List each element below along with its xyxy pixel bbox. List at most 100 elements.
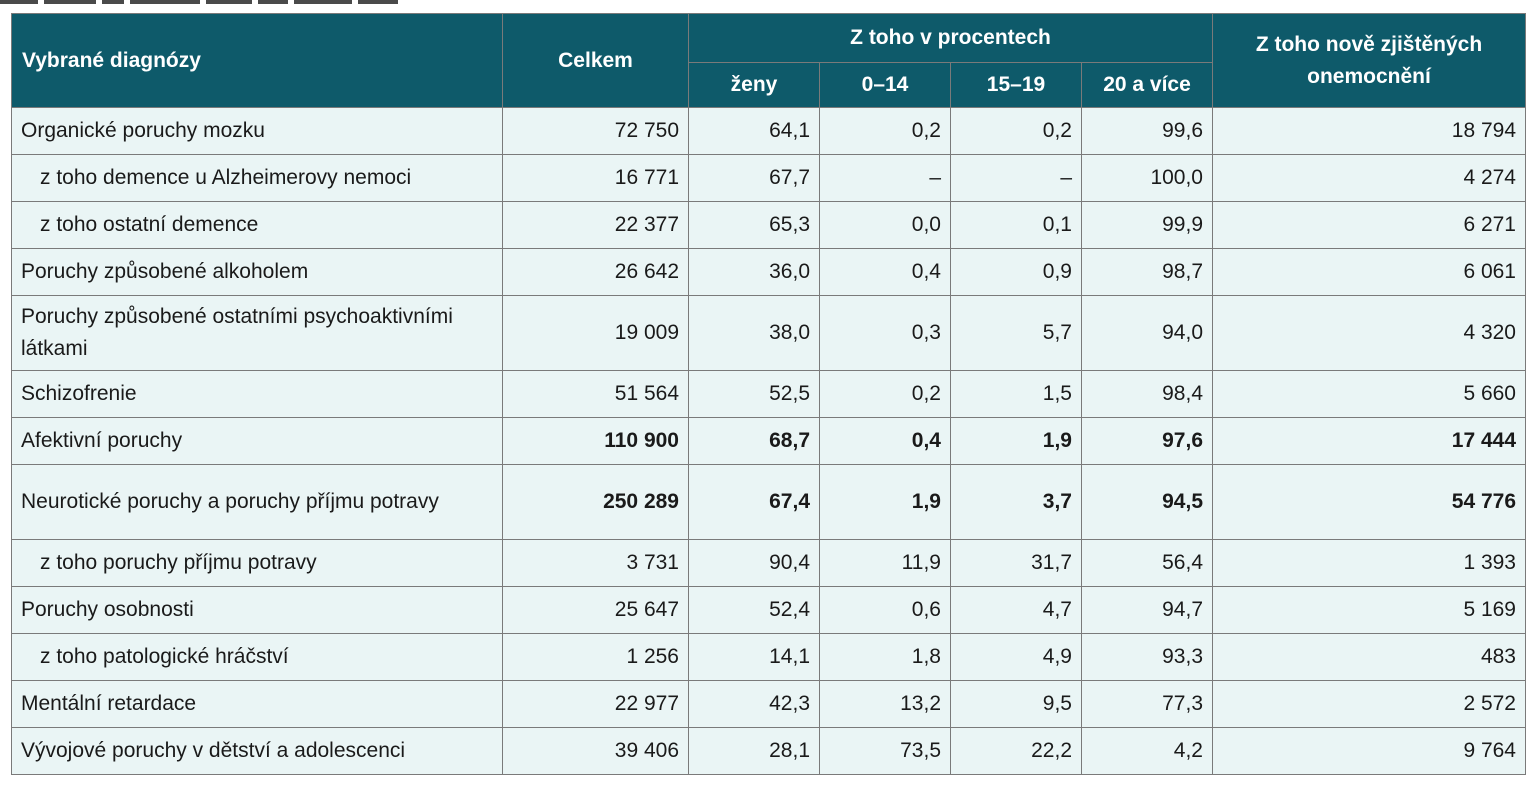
cell-age-20-plus: 94,0 <box>1081 295 1213 371</box>
cell-women: 14,1 <box>688 633 820 681</box>
cell-age-15-19: 4,9 <box>950 633 1082 681</box>
cell-new-cases: 1 393 <box>1212 539 1526 587</box>
cell-new-cases: 54 776 <box>1212 464 1526 540</box>
row-label: z toho poruchy příjmu potravy <box>11 539 503 587</box>
row-label: Mentální retardace <box>11 680 503 728</box>
cell-age-0-14: 0,4 <box>819 417 951 465</box>
row-label: Organické poruchy mozku <box>11 107 503 155</box>
cell-women: 52,4 <box>688 586 820 634</box>
cell-age-20-plus: 99,9 <box>1081 201 1213 249</box>
cell-age-20-plus: 77,3 <box>1081 680 1213 728</box>
header-women: ženy <box>688 62 820 108</box>
cell-women: 42,3 <box>688 680 820 728</box>
row-label: z toho patologické hráčství <box>11 633 503 681</box>
header-new-cases: Z toho nově zjištěných onemocnění <box>1212 13 1526 108</box>
cell-women: 67,4 <box>688 464 820 540</box>
header-age-15-19: 15–19 <box>950 62 1082 108</box>
table-row: Organické poruchy mozku 72 750 64,1 0,2 … <box>11 107 1526 155</box>
row-label: Schizofrenie <box>11 370 503 418</box>
cell-total: 250 289 <box>502 464 689 540</box>
table-row: Afektivní poruchy 110 900 68,7 0,4 1,9 9… <box>11 417 1526 465</box>
cell-total: 22 977 <box>502 680 689 728</box>
cell-age-0-14: 0,2 <box>819 107 951 155</box>
cell-age-15-19: 0,2 <box>950 107 1082 155</box>
cell-age-0-14: 0,4 <box>819 248 951 296</box>
cell-age-20-plus: 98,4 <box>1081 370 1213 418</box>
table-row: Poruchy osobnosti 25 647 52,4 0,6 4,7 94… <box>11 586 1526 634</box>
cell-age-0-14: – <box>819 154 951 202</box>
cell-new-cases: 5 169 <box>1212 586 1526 634</box>
table-row: z toho poruchy příjmu potravy 3 731 90,4… <box>11 539 1526 587</box>
cell-new-cases: 17 444 <box>1212 417 1526 465</box>
cell-age-20-plus: 93,3 <box>1081 633 1213 681</box>
cell-age-20-plus: 94,5 <box>1081 464 1213 540</box>
cell-age-20-plus: 94,7 <box>1081 586 1213 634</box>
cell-age-0-14: 73,5 <box>819 727 951 775</box>
cell-women: 68,7 <box>688 417 820 465</box>
cell-age-0-14: 0,0 <box>819 201 951 249</box>
table-row: z toho patologické hráčství 1 256 14,1 1… <box>11 633 1526 681</box>
cell-age-15-19: 0,9 <box>950 248 1082 296</box>
cell-new-cases: 5 660 <box>1212 370 1526 418</box>
cell-total: 1 256 <box>502 633 689 681</box>
cell-new-cases: 2 572 <box>1212 680 1526 728</box>
cell-new-cases: 9 764 <box>1212 727 1526 775</box>
cell-total: 25 647 <box>502 586 689 634</box>
cell-age-15-19: 0,1 <box>950 201 1082 249</box>
cell-age-0-14: 0,3 <box>819 295 951 371</box>
cell-age-0-14: 1,8 <box>819 633 951 681</box>
cell-age-0-14: 0,2 <box>819 370 951 418</box>
cell-age-15-19: 22,2 <box>950 727 1082 775</box>
cell-new-cases: 6 061 <box>1212 248 1526 296</box>
cell-age-20-plus: 97,6 <box>1081 417 1213 465</box>
cell-total: 19 009 <box>502 295 689 371</box>
cell-women: 64,1 <box>688 107 820 155</box>
header-age-20-plus: 20 a více <box>1081 62 1213 108</box>
cell-women: 38,0 <box>688 295 820 371</box>
cell-age-15-19: 5,7 <box>950 295 1082 371</box>
cell-age-0-14: 11,9 <box>819 539 951 587</box>
cell-women: 52,5 <box>688 370 820 418</box>
cell-women: 28,1 <box>688 727 820 775</box>
cell-total: 51 564 <box>502 370 689 418</box>
table-row: Schizofrenie 51 564 52,5 0,2 1,5 98,4 5 … <box>11 370 1526 418</box>
table-row: z toho ostatní demence 22 377 65,3 0,0 0… <box>11 201 1526 249</box>
header-diagnosis: Vybrané diagnózy <box>11 13 503 108</box>
cell-age-15-19: 4,7 <box>950 586 1082 634</box>
row-label: z toho ostatní demence <box>11 201 503 249</box>
table-row: Neurotické poruchy a poruchy příjmu potr… <box>11 464 1526 540</box>
cell-new-cases: 4 274 <box>1212 154 1526 202</box>
cell-age-15-19: 9,5 <box>950 680 1082 728</box>
cell-age-15-19: – <box>950 154 1082 202</box>
cell-total: 3 731 <box>502 539 689 587</box>
cell-women: 67,7 <box>688 154 820 202</box>
cell-women: 90,4 <box>688 539 820 587</box>
row-label: Neurotické poruchy a poruchy příjmu potr… <box>11 464 503 540</box>
table-row: z toho demence u Alzheimerovy nemoci 16 … <box>11 154 1526 202</box>
cell-age-0-14: 13,2 <box>819 680 951 728</box>
cell-age-20-plus: 56,4 <box>1081 539 1213 587</box>
cell-age-0-14: 0,6 <box>819 586 951 634</box>
cell-total: 39 406 <box>502 727 689 775</box>
cell-age-20-plus: 99,6 <box>1081 107 1213 155</box>
cell-total: 110 900 <box>502 417 689 465</box>
header-total: Celkem <box>502 13 689 108</box>
table-row: Poruchy způsobené alkoholem 26 642 36,0 … <box>11 248 1526 296</box>
cropped-caption-fragment <box>0 0 450 6</box>
row-label: z toho demence u Alzheimerovy nemoci <box>11 154 503 202</box>
cell-age-15-19: 3,7 <box>950 464 1082 540</box>
table-row: Poruchy způsobené ostatními psychoaktivn… <box>11 295 1526 371</box>
cell-age-20-plus: 100,0 <box>1081 154 1213 202</box>
row-label: Poruchy způsobené ostatními psychoaktivn… <box>11 295 503 371</box>
row-label: Poruchy způsobené alkoholem <box>11 248 503 296</box>
cell-new-cases: 483 <box>1212 633 1526 681</box>
cell-total: 22 377 <box>502 201 689 249</box>
cell-total: 16 771 <box>502 154 689 202</box>
cell-age-0-14: 1,9 <box>819 464 951 540</box>
cell-new-cases: 6 271 <box>1212 201 1526 249</box>
cell-age-20-plus: 98,7 <box>1081 248 1213 296</box>
table-row: Mentální retardace 22 977 42,3 13,2 9,5 … <box>11 680 1526 728</box>
row-label: Poruchy osobnosti <box>11 586 503 634</box>
cell-total: 26 642 <box>502 248 689 296</box>
row-label: Vývojové poruchy v dětství a adolescenci <box>11 727 503 775</box>
